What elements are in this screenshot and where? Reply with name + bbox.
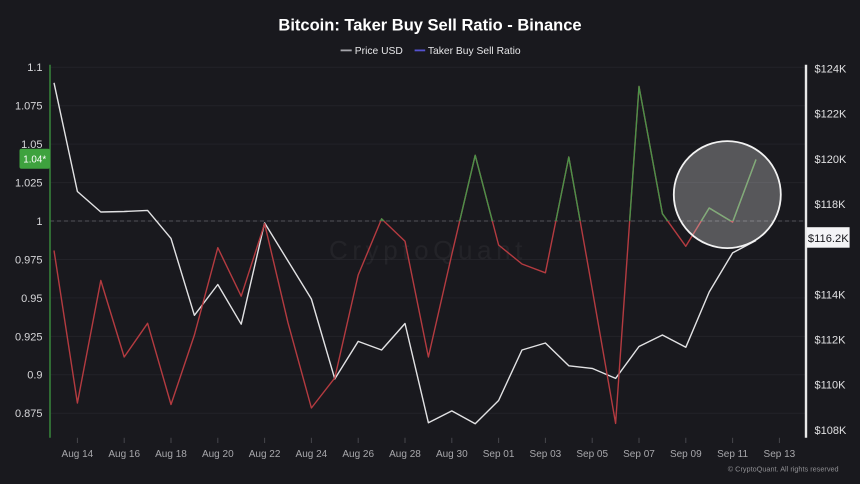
- svg-text:Sep 11: Sep 11: [717, 449, 748, 460]
- svg-text:Aug 24: Aug 24: [296, 449, 328, 460]
- svg-text:Sep 09: Sep 09: [670, 449, 702, 460]
- svg-text:$110K: $110K: [815, 380, 847, 392]
- svg-text:$112K: $112K: [815, 335, 847, 347]
- svg-text:© CryptoQuant. All rights rese: © CryptoQuant. All rights reserved: [728, 464, 839, 473]
- svg-text:1: 1: [36, 216, 42, 228]
- svg-text:Bitcoin: Taker Buy Sell Ratio: Bitcoin: Taker Buy Sell Ratio - Binance: [278, 17, 581, 35]
- svg-text:Sep 05: Sep 05: [576, 449, 608, 460]
- svg-text:1.04*: 1.04*: [23, 154, 46, 165]
- svg-text:$108K: $108K: [815, 425, 847, 437]
- svg-text:CryptoQuant: CryptoQuant: [329, 235, 527, 265]
- svg-text:1.075: 1.075: [15, 101, 43, 113]
- svg-text:0.9: 0.9: [27, 370, 42, 382]
- svg-text:Sep 07: Sep 07: [623, 449, 655, 460]
- svg-text:0.925: 0.925: [15, 331, 43, 343]
- svg-text:0.875: 0.875: [15, 408, 43, 420]
- svg-text:Aug 18: Aug 18: [155, 449, 187, 460]
- svg-text:Aug 28: Aug 28: [389, 449, 421, 460]
- svg-text:1.05: 1.05: [21, 139, 42, 151]
- svg-text:Sep 13: Sep 13: [764, 449, 796, 460]
- svg-text:$120K: $120K: [815, 154, 847, 166]
- svg-text:$118K: $118K: [815, 199, 847, 211]
- svg-text:Sep 03: Sep 03: [530, 449, 562, 460]
- svg-text:Aug 22: Aug 22: [249, 449, 281, 460]
- svg-text:$114K: $114K: [815, 289, 847, 301]
- svg-text:Aug 14: Aug 14: [62, 449, 94, 460]
- svg-text:Aug 16: Aug 16: [108, 449, 140, 460]
- svg-text:Aug 30: Aug 30: [436, 449, 468, 460]
- svg-text:0.95: 0.95: [21, 293, 42, 305]
- svg-text:1.025: 1.025: [15, 178, 43, 190]
- svg-text:Price USD: Price USD: [355, 46, 403, 57]
- svg-text:$122K: $122K: [815, 109, 847, 121]
- svg-text:Aug 26: Aug 26: [342, 449, 374, 460]
- svg-text:Sep 01: Sep 01: [483, 449, 515, 460]
- svg-text:$124K: $124K: [815, 64, 847, 76]
- svg-text:$116.2K: $116.2K: [808, 233, 849, 245]
- svg-text:Taker Buy Sell Ratio: Taker Buy Sell Ratio: [428, 46, 521, 57]
- svg-text:1.1: 1.1: [27, 62, 42, 74]
- svg-text:0.975: 0.975: [15, 254, 43, 266]
- svg-text:Aug 20: Aug 20: [202, 449, 234, 460]
